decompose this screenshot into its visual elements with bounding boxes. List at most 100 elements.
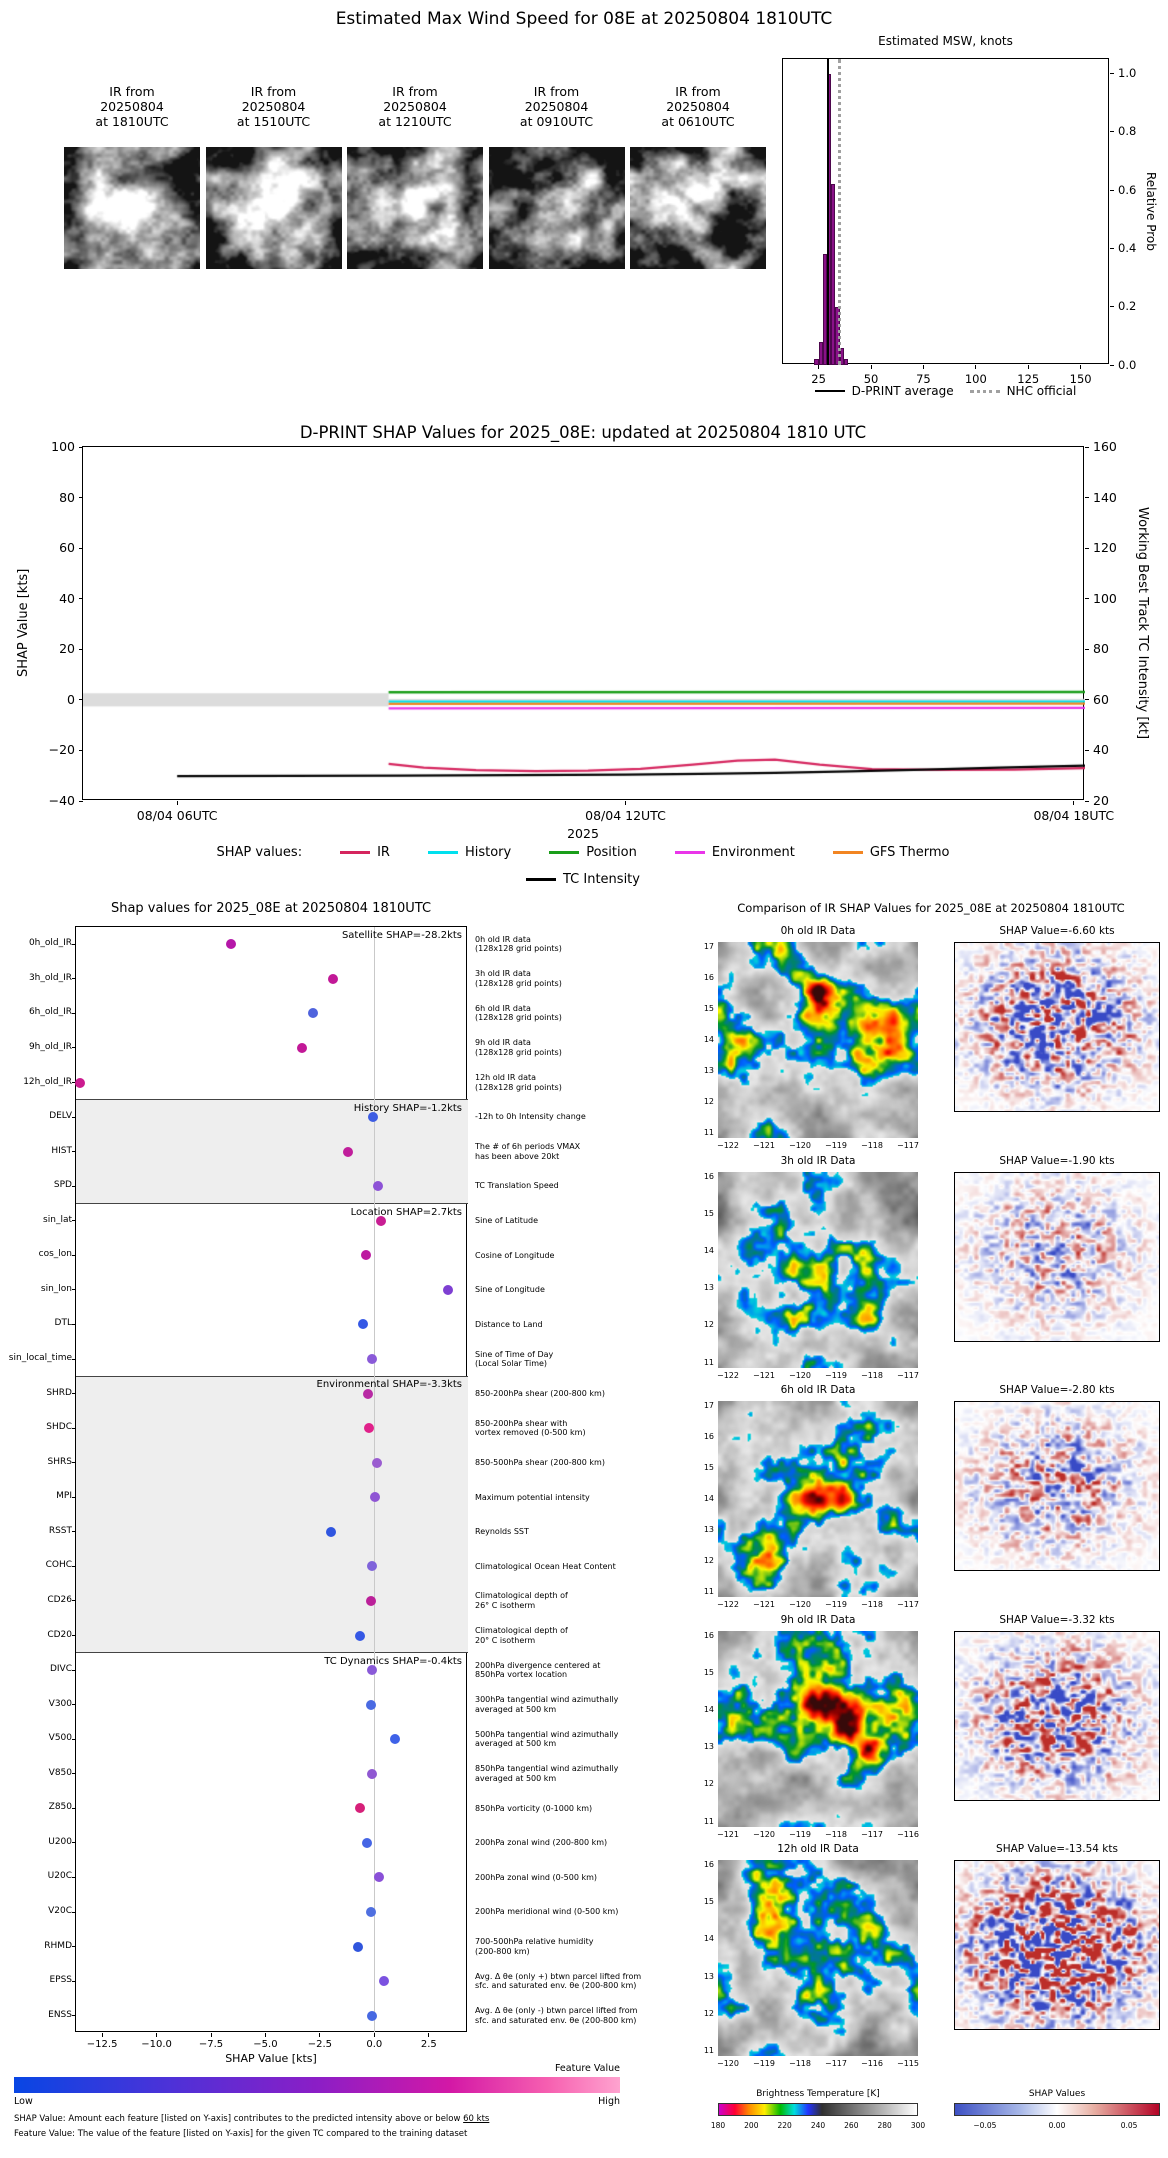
feature-dot — [361, 1837, 372, 1848]
y-tick-right — [1085, 547, 1089, 549]
lat-tick-label: 13 — [703, 1742, 714, 1752]
lon-tick-label: −118 — [789, 2059, 811, 2068]
y-tick — [1110, 364, 1114, 366]
x-tick-label: 150 — [1069, 372, 1092, 386]
feature-dot — [297, 1042, 308, 1053]
feature-label: HIST — [51, 1145, 72, 1156]
lon-tick-label: −120 — [789, 1370, 811, 1380]
lon-tick-label: −121 — [753, 1600, 775, 1609]
feature-dot — [325, 1526, 336, 1537]
shap-row-title: SHAP Value=-13.54 kts — [996, 1843, 1118, 1855]
feature-label: DELV — [49, 1111, 72, 1122]
footnote-shap-value: SHAP Value: Amount each feature [listed … — [14, 2114, 489, 2124]
ir-thumb-label: IR from 20250804 at 1810UTC — [95, 84, 169, 129]
feature-dot — [371, 1457, 382, 1468]
y-tick-left-label: 80 — [59, 489, 75, 505]
lon-tick-label: −118 — [861, 1600, 883, 1609]
feature-label: RSST — [48, 1525, 72, 1536]
feature-desc: Maximum potential intensity — [475, 1492, 590, 1502]
y-tick-left-label: 40 — [59, 590, 75, 606]
feature-dot — [225, 939, 236, 950]
feature-tick — [72, 1842, 76, 1844]
feature-dot — [367, 2010, 378, 2021]
footnote-shap-underline: 60 kts — [463, 2114, 490, 2124]
ir-data-image — [718, 1171, 918, 1368]
x-tick-label: 25 — [811, 372, 826, 386]
x-tick — [1073, 801, 1075, 805]
ir-data-image — [718, 942, 918, 1138]
brightness-temp-colorbar-label: Brightness Temperature [K] — [756, 2089, 880, 2099]
feature-desc: 850-200hPa shear with vortex removed (0-… — [475, 1418, 586, 1438]
zero-gridline — [374, 927, 376, 2033]
lat-tick-label: 11 — [703, 1816, 714, 1826]
nhc-official-line — [838, 59, 842, 365]
section-header: TC Dynamics SHAP=-0.4kts — [324, 1655, 462, 1667]
feature-desc: Cosine of Longitude — [475, 1250, 555, 1260]
x-tick-label: −7.5 — [198, 2039, 224, 2050]
bt-cb-tick-label: 260 — [844, 2121, 859, 2130]
feature-desc: 850hPa tangential wind azimuthally avera… — [475, 1764, 619, 1783]
lat-tick-label: 12 — [703, 1556, 714, 1565]
feature-value-colorbar-title: Feature Value — [554, 2063, 620, 2074]
feature-dot — [367, 1561, 378, 1572]
dotplot-title: Shap values for 2025_08E at 20250804 181… — [110, 901, 432, 916]
x-tick-label: 08/04 18UTC — [1033, 808, 1115, 823]
feature-dot — [370, 1492, 381, 1503]
dotted-line-sample — [969, 389, 1000, 393]
feature-tick — [72, 1980, 76, 1982]
feature-dot — [379, 1976, 390, 1987]
y-tick-right-label: 100 — [1093, 590, 1117, 606]
lon-tick-label: −117 — [897, 1370, 919, 1380]
feature-tick — [72, 1393, 76, 1395]
y-tick-right — [1085, 598, 1089, 600]
y-tick-label: 0.0 — [1118, 357, 1137, 372]
feature-label: COHC — [45, 1560, 72, 1571]
feature-dot — [368, 1112, 379, 1123]
lat-tick-label: 11 — [703, 1357, 714, 1367]
line-sample — [674, 851, 705, 854]
lat-tick-label: 12 — [703, 1779, 714, 1789]
x-tick-label: −2.5 — [307, 2039, 333, 2050]
section-header: Location SHAP=2.7kts — [350, 1206, 462, 1218]
y-tick-label: 0.6 — [1118, 182, 1137, 197]
legend-label: NHC official — [1006, 384, 1077, 398]
lat-tick-label: 15 — [703, 1004, 714, 1013]
lat-tick-label: 16 — [703, 1630, 714, 1640]
feature-tick — [72, 1047, 76, 1049]
lon-tick-label: −120 — [717, 2059, 739, 2068]
ir-thumb-image — [630, 147, 766, 269]
feature-desc: Avg. Δ θe (only +) btwn parcel lifted fr… — [475, 1971, 642, 1991]
ir-thumb-image — [488, 147, 625, 269]
x-tick — [156, 2033, 158, 2037]
x-tick — [922, 365, 924, 369]
lat-tick-label: 12 — [703, 1097, 714, 1106]
lon-tick-label: −118 — [861, 1370, 883, 1380]
shap-map-image — [954, 1860, 1160, 2030]
section-divider — [76, 1203, 468, 1204]
feature-label: MPI — [56, 1491, 72, 1502]
feature-label: sin_lon — [40, 1283, 72, 1294]
feature-label: SPD — [53, 1180, 72, 1191]
feature-label: SHRS — [47, 1456, 72, 1467]
feature-desc: The # of 6h periods VMAX has been above … — [475, 1142, 581, 1161]
y-tick-label: 1.0 — [1118, 66, 1137, 81]
timeseries-xlabel: 2025 — [567, 826, 599, 841]
shap-timeseries-plot: 100 80 60 40 20 0 −20 −40 160 140 120 100 80 60 40 20 08… — [49, 439, 1117, 823]
feature-desc: 3h old IR data (128x128 grid points) — [475, 969, 562, 988]
legend-label: Environment — [711, 845, 795, 860]
x-tick-label: −12.5 — [86, 2039, 118, 2050]
feature-tick — [72, 978, 76, 980]
x-tick — [101, 2033, 103, 2037]
hist-bar — [831, 184, 836, 365]
feature-dot — [358, 1319, 369, 1330]
legend-item: GFS Thermo — [832, 845, 949, 860]
lon-tick-label: −115 — [897, 2059, 919, 2068]
feature-label: sin_lat — [43, 1214, 72, 1225]
lon-tick-label: −119 — [825, 1141, 847, 1150]
x-tick — [373, 2033, 375, 2037]
ir-data-image — [718, 1860, 918, 2056]
y-tick-left-label: 20 — [59, 641, 75, 657]
y-tick-left — [79, 800, 83, 802]
y-tick-left — [79, 648, 83, 650]
feature-dot — [390, 1734, 401, 1745]
